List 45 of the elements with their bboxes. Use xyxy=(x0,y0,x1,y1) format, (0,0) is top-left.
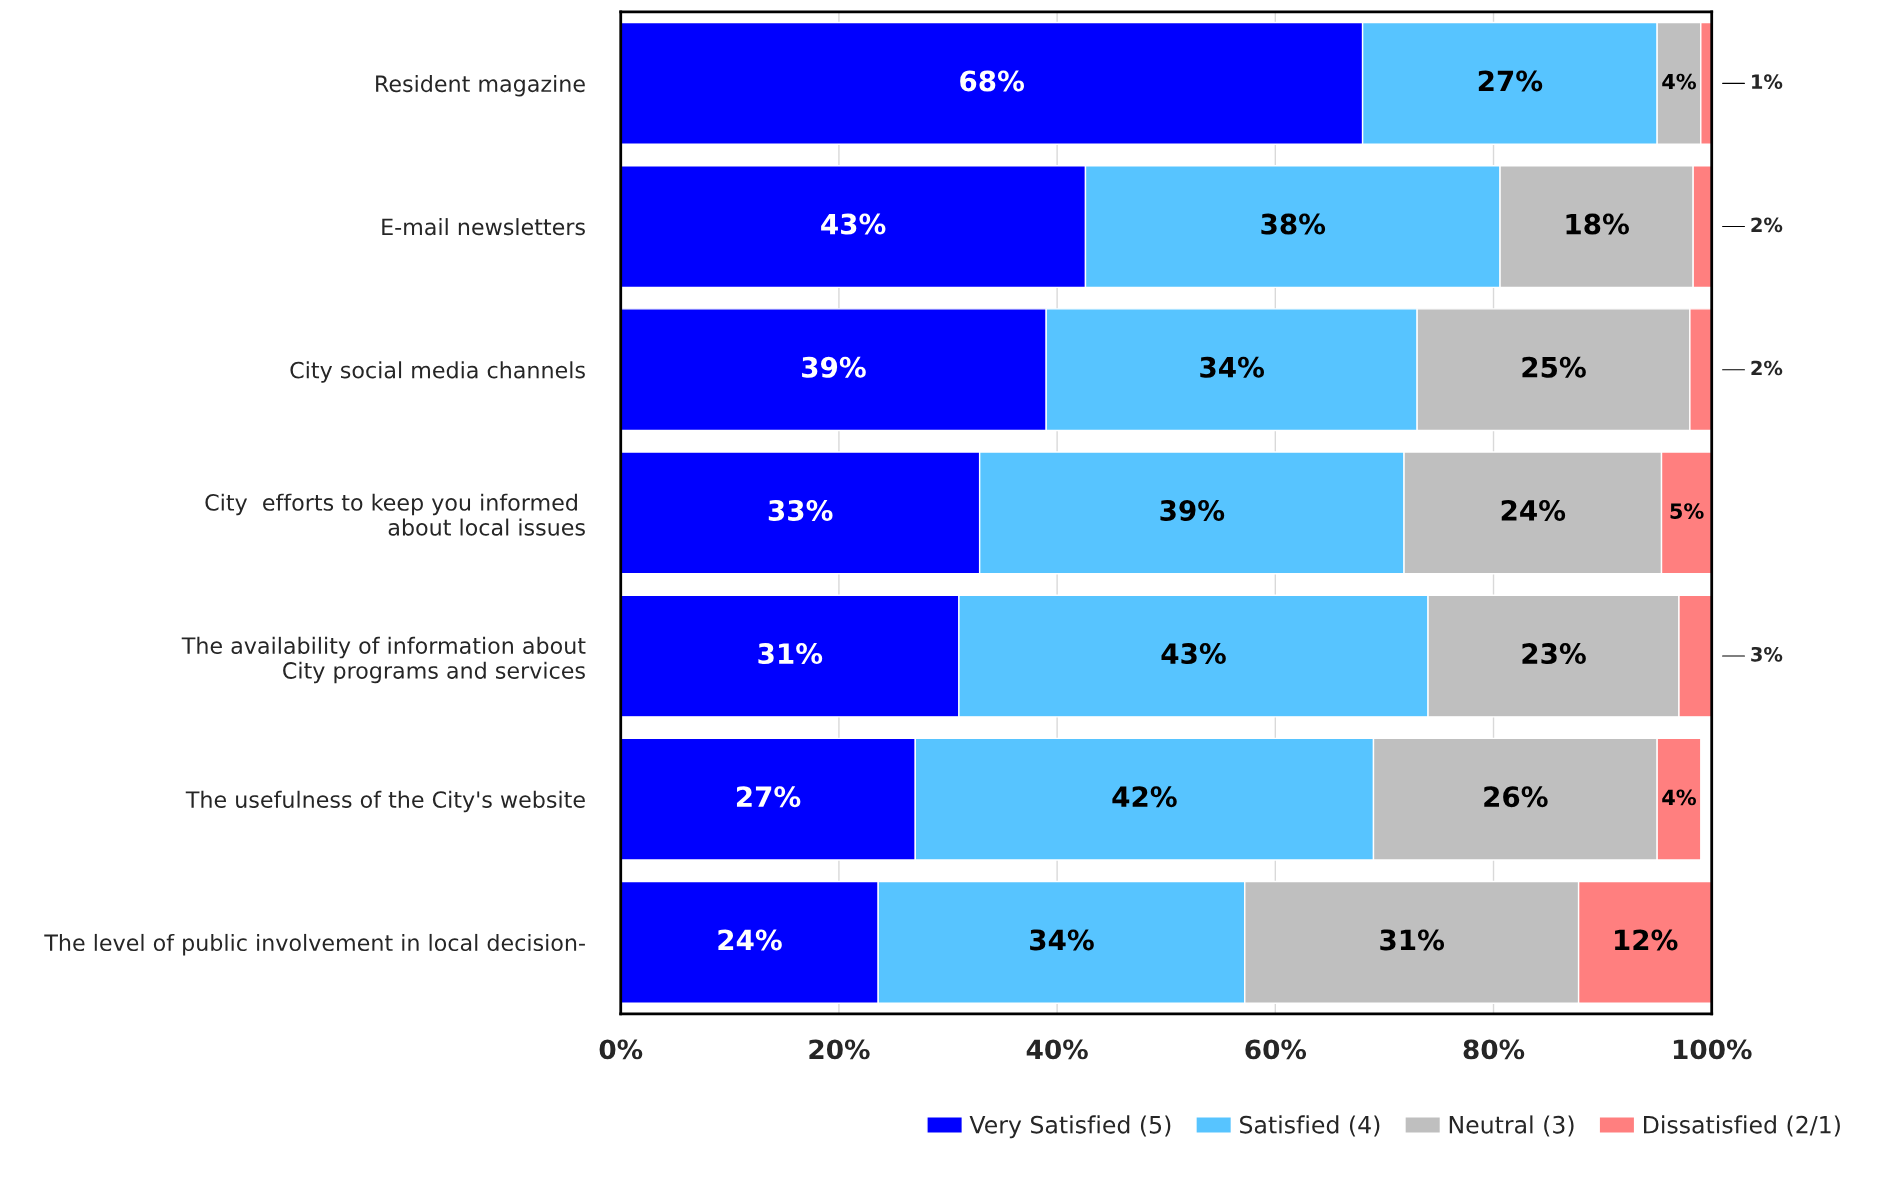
y-tick-label: City social media channels xyxy=(290,361,585,383)
x-tick-label: 80% xyxy=(1463,1039,1525,1060)
x-tick-label: 40% xyxy=(1026,1039,1088,1060)
data-label: 26% xyxy=(1484,786,1548,808)
data-label: 18% xyxy=(1566,213,1629,235)
data-label: 39% xyxy=(802,356,866,378)
data-label: 24% xyxy=(1501,499,1566,521)
y-tick-label: E-mail newsletters xyxy=(382,218,585,236)
y-tick-label: The availability of information about City programs and services xyxy=(181,636,586,684)
data-label: 42% xyxy=(1112,786,1177,808)
legend-label: Dissatisfied (2/1) xyxy=(1644,1115,1840,1137)
data-label: 34% xyxy=(1200,356,1265,378)
data-label: 2% xyxy=(1751,360,1783,376)
data-label: 43% xyxy=(1161,643,1226,665)
data-label: 43% xyxy=(821,213,886,235)
x-tick-label: 20% xyxy=(809,1039,870,1060)
data-label: 31% xyxy=(1380,929,1445,951)
data-label: 68% xyxy=(960,70,1025,92)
legend-label: Satisfied (4) xyxy=(1240,1115,1380,1137)
legend-label: Very Satisfied (5) xyxy=(969,1115,1171,1139)
data-label: 33% xyxy=(768,499,833,521)
data-label: 39% xyxy=(1160,499,1225,521)
x-tick-label: 0% xyxy=(599,1039,643,1060)
x-tick-label: 60% xyxy=(1245,1039,1307,1060)
data-label: 38% xyxy=(1261,213,1326,235)
legend-label: Neutral (3) xyxy=(1449,1115,1574,1137)
data-label: 5% xyxy=(1670,503,1704,519)
data-label: 24% xyxy=(718,929,782,951)
data-label: 31% xyxy=(758,643,823,665)
x-tick-label: 100% xyxy=(1673,1039,1752,1060)
y-tick-label: City efforts to keep you informed about local issues xyxy=(205,493,585,536)
y-tick-label: Resident magazine xyxy=(376,74,585,97)
data-label: 12% xyxy=(1615,929,1678,951)
data-label: 2% xyxy=(1751,217,1783,233)
data-label: 27% xyxy=(1478,70,1543,92)
data-label: 1% xyxy=(1752,74,1783,90)
data-label: 27% xyxy=(736,786,801,808)
data-label: 4% xyxy=(1662,789,1696,806)
y-tick-label: The usefulness of the City's website xyxy=(185,790,585,813)
data-label: 23% xyxy=(1522,643,1586,665)
data-label: 3% xyxy=(1751,646,1783,662)
y-tick-label: The level of public involvement in local decision- xyxy=(44,933,585,956)
data-label: 25% xyxy=(1522,356,1586,378)
data-label: 34% xyxy=(1030,929,1094,951)
data-label: 4% xyxy=(1662,73,1696,90)
